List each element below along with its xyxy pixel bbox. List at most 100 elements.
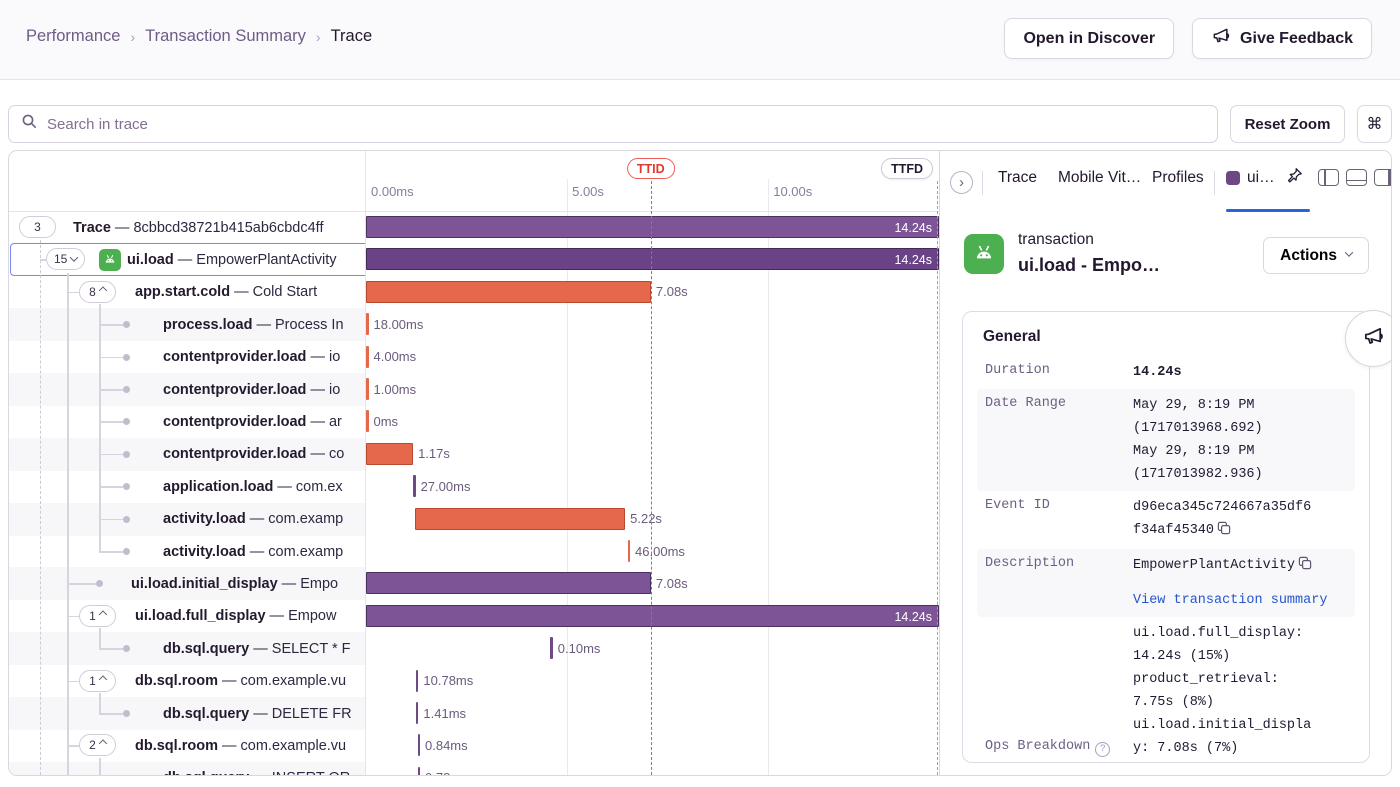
span-bar[interactable] — [550, 637, 553, 659]
trace-tree-row[interactable]: contentprovider.load — co — [9, 438, 365, 471]
trace-tree-row[interactable]: 8app.start.cold — Cold Start — [9, 276, 365, 309]
trace-tree-row[interactable]: 1ui.load.full_display — Empow — [9, 600, 365, 633]
span-duration-label: 0ms — [374, 410, 399, 432]
span-bar[interactable]: 14.24s — [366, 248, 939, 270]
tree-connector — [67, 745, 79, 747]
trace-tree-row[interactable]: activity.load — com.examp — [9, 535, 365, 568]
tab-divider — [982, 171, 983, 195]
span-bar[interactable] — [418, 767, 421, 775]
span-duration-label: 27.00ms — [421, 475, 471, 497]
span-count-badge[interactable]: 1 — [79, 670, 116, 692]
trace-tree-row[interactable]: contentprovider.load — io — [9, 341, 365, 374]
trace-tree-row[interactable]: contentprovider.load — io — [9, 373, 365, 406]
reset-zoom-button[interactable]: Reset Zoom — [1230, 105, 1345, 143]
breadcrumb-item[interactable]: Performance — [26, 27, 120, 46]
span-count-badge[interactable]: 3 — [19, 216, 56, 238]
tree-connector — [99, 648, 123, 650]
tree-connector — [99, 713, 123, 715]
ttfd-line — [937, 181, 938, 775]
dock-left-icon[interactable] — [1318, 169, 1339, 186]
dock-bottom-icon[interactable] — [1346, 169, 1367, 186]
detail-key: Ops Breakdown? — [985, 739, 1133, 757]
span-bar[interactable] — [418, 734, 421, 756]
detail-value: 14.24s — [1133, 361, 1347, 384]
span-count-badge[interactable]: 1 — [79, 605, 116, 627]
trace-drawer: › Trace Mobile Vit… Profiles ui… — [939, 151, 1391, 775]
general-heading: General — [983, 328, 1355, 346]
trace-tree-row[interactable]: contentprovider.load — ar — [9, 405, 365, 438]
trace-tree-row[interactable]: 3 Trace — 8cbbcd38721b415ab6cbdc4ff — [9, 211, 365, 244]
span-dot — [123, 710, 130, 717]
trace-tree-row[interactable]: process.load — Process In — [9, 308, 365, 341]
breadcrumb-separator: › — [316, 29, 321, 45]
span-bar[interactable] — [628, 540, 631, 562]
span-bar[interactable] — [366, 378, 369, 400]
span-bar[interactable] — [366, 572, 651, 594]
span-duration-label: 7.08s — [656, 281, 688, 303]
tree-connector — [67, 292, 79, 294]
trace-tree-row[interactable]: 2db.sql.room — com.example.vu — [9, 729, 365, 762]
dock-right-icon[interactable] — [1374, 169, 1391, 186]
span-bar[interactable]: 14.24s — [366, 605, 939, 627]
chevron-up-icon — [99, 286, 107, 294]
app-header: Performance›Transaction Summary›Trace Op… — [0, 0, 1400, 80]
span-label: db.sql.query — SELECT * F — [163, 632, 350, 665]
span-count-badge[interactable]: 8 — [79, 281, 116, 303]
span-bar[interactable]: 14.24s — [366, 216, 939, 238]
span-label: activity.load — com.examp — [163, 503, 343, 536]
tab-active-label: ui… — [1247, 169, 1275, 187]
trace-tree-row[interactable]: ui.load.initial_display — Empo — [9, 567, 365, 600]
pin-icon[interactable] — [1286, 167, 1303, 189]
span-bar[interactable] — [366, 410, 369, 432]
give-feedback-button[interactable]: Give Feedback — [1192, 18, 1372, 59]
trace-tree-row[interactable]: db.sql.query — DELETE FR — [9, 697, 365, 730]
drawer-collapse-button[interactable]: › — [950, 171, 973, 194]
span-label: Trace — 8cbbcd38721b415ab6cbdc4ff — [73, 211, 323, 244]
span-dot — [123, 354, 130, 361]
copy-icon[interactable] — [1298, 556, 1312, 579]
open-in-discover-button[interactable]: Open in Discover — [1004, 18, 1174, 59]
tab-profiles[interactable]: Profiles — [1152, 169, 1204, 187]
span-dot — [123, 516, 130, 523]
span-bar[interactable] — [415, 508, 625, 530]
trace-tree-row[interactable]: db.sql.query — SELECT * F — [9, 632, 365, 665]
span-duration-label: 18.00ms — [374, 313, 424, 335]
copy-icon[interactable] — [1217, 521, 1231, 544]
span-bar[interactable] — [366, 313, 369, 335]
span-bar[interactable] — [366, 281, 651, 303]
span-bar[interactable] — [416, 670, 419, 692]
span-bar[interactable] — [416, 702, 419, 724]
trace-tree-row[interactable]: 15ui.load — EmpowerPlantActivity — [9, 243, 365, 276]
span-count-badge[interactable]: 15 — [46, 248, 85, 270]
span-duration-label: 1.00ms — [374, 378, 417, 400]
span-duration-label: 7.08s — [656, 572, 688, 594]
trace-tree-row[interactable]: 1 db.sql.room — com.example.vu — [9, 665, 365, 698]
tab-active-span[interactable]: ui… — [1226, 167, 1303, 189]
search-input[interactable]: Search in trace — [8, 105, 1218, 143]
shortcut-button[interactable]: ⌘ — [1357, 105, 1392, 143]
chevron-down-icon — [70, 254, 78, 262]
span-dot — [123, 451, 130, 458]
detail-value: EmpowerPlantActivityView transaction sum… — [1133, 554, 1347, 612]
breadcrumb-item[interactable]: Transaction Summary — [145, 27, 306, 46]
span-bar[interactable] — [413, 475, 416, 497]
active-tab-underline — [1226, 209, 1310, 212]
span-label: db.sql.query — DELETE FR — [163, 697, 352, 730]
trace-tree-row[interactable]: application.load — com.ex — [9, 470, 365, 503]
span-dot — [123, 548, 130, 555]
span-label: db.sql.room — com.example.vu — [135, 665, 346, 698]
tab-mobile-vitals[interactable]: Mobile Vit… — [1058, 169, 1141, 187]
detail-key: Date Range — [985, 396, 1066, 411]
android-icon — [964, 234, 1004, 274]
detail-row: Event IDd96eca345c724667a35df6f34af45340 — [977, 491, 1355, 549]
span-count-badge[interactable]: 2 — [79, 734, 116, 756]
ttid-line — [651, 181, 652, 775]
trace-tree-row[interactable]: activity.load — com.examp — [9, 503, 365, 536]
tab-trace[interactable]: Trace — [998, 169, 1037, 187]
view-transaction-summary-link[interactable]: View transaction summary — [1133, 589, 1347, 612]
span-bar[interactable] — [366, 346, 369, 368]
help-icon[interactable]: ? — [1095, 742, 1110, 757]
span-bar[interactable] — [366, 443, 413, 465]
trace-tree-row[interactable]: db.sql.query — INSERT OR — [9, 762, 365, 775]
actions-button[interactable]: Actions — [1263, 237, 1369, 274]
